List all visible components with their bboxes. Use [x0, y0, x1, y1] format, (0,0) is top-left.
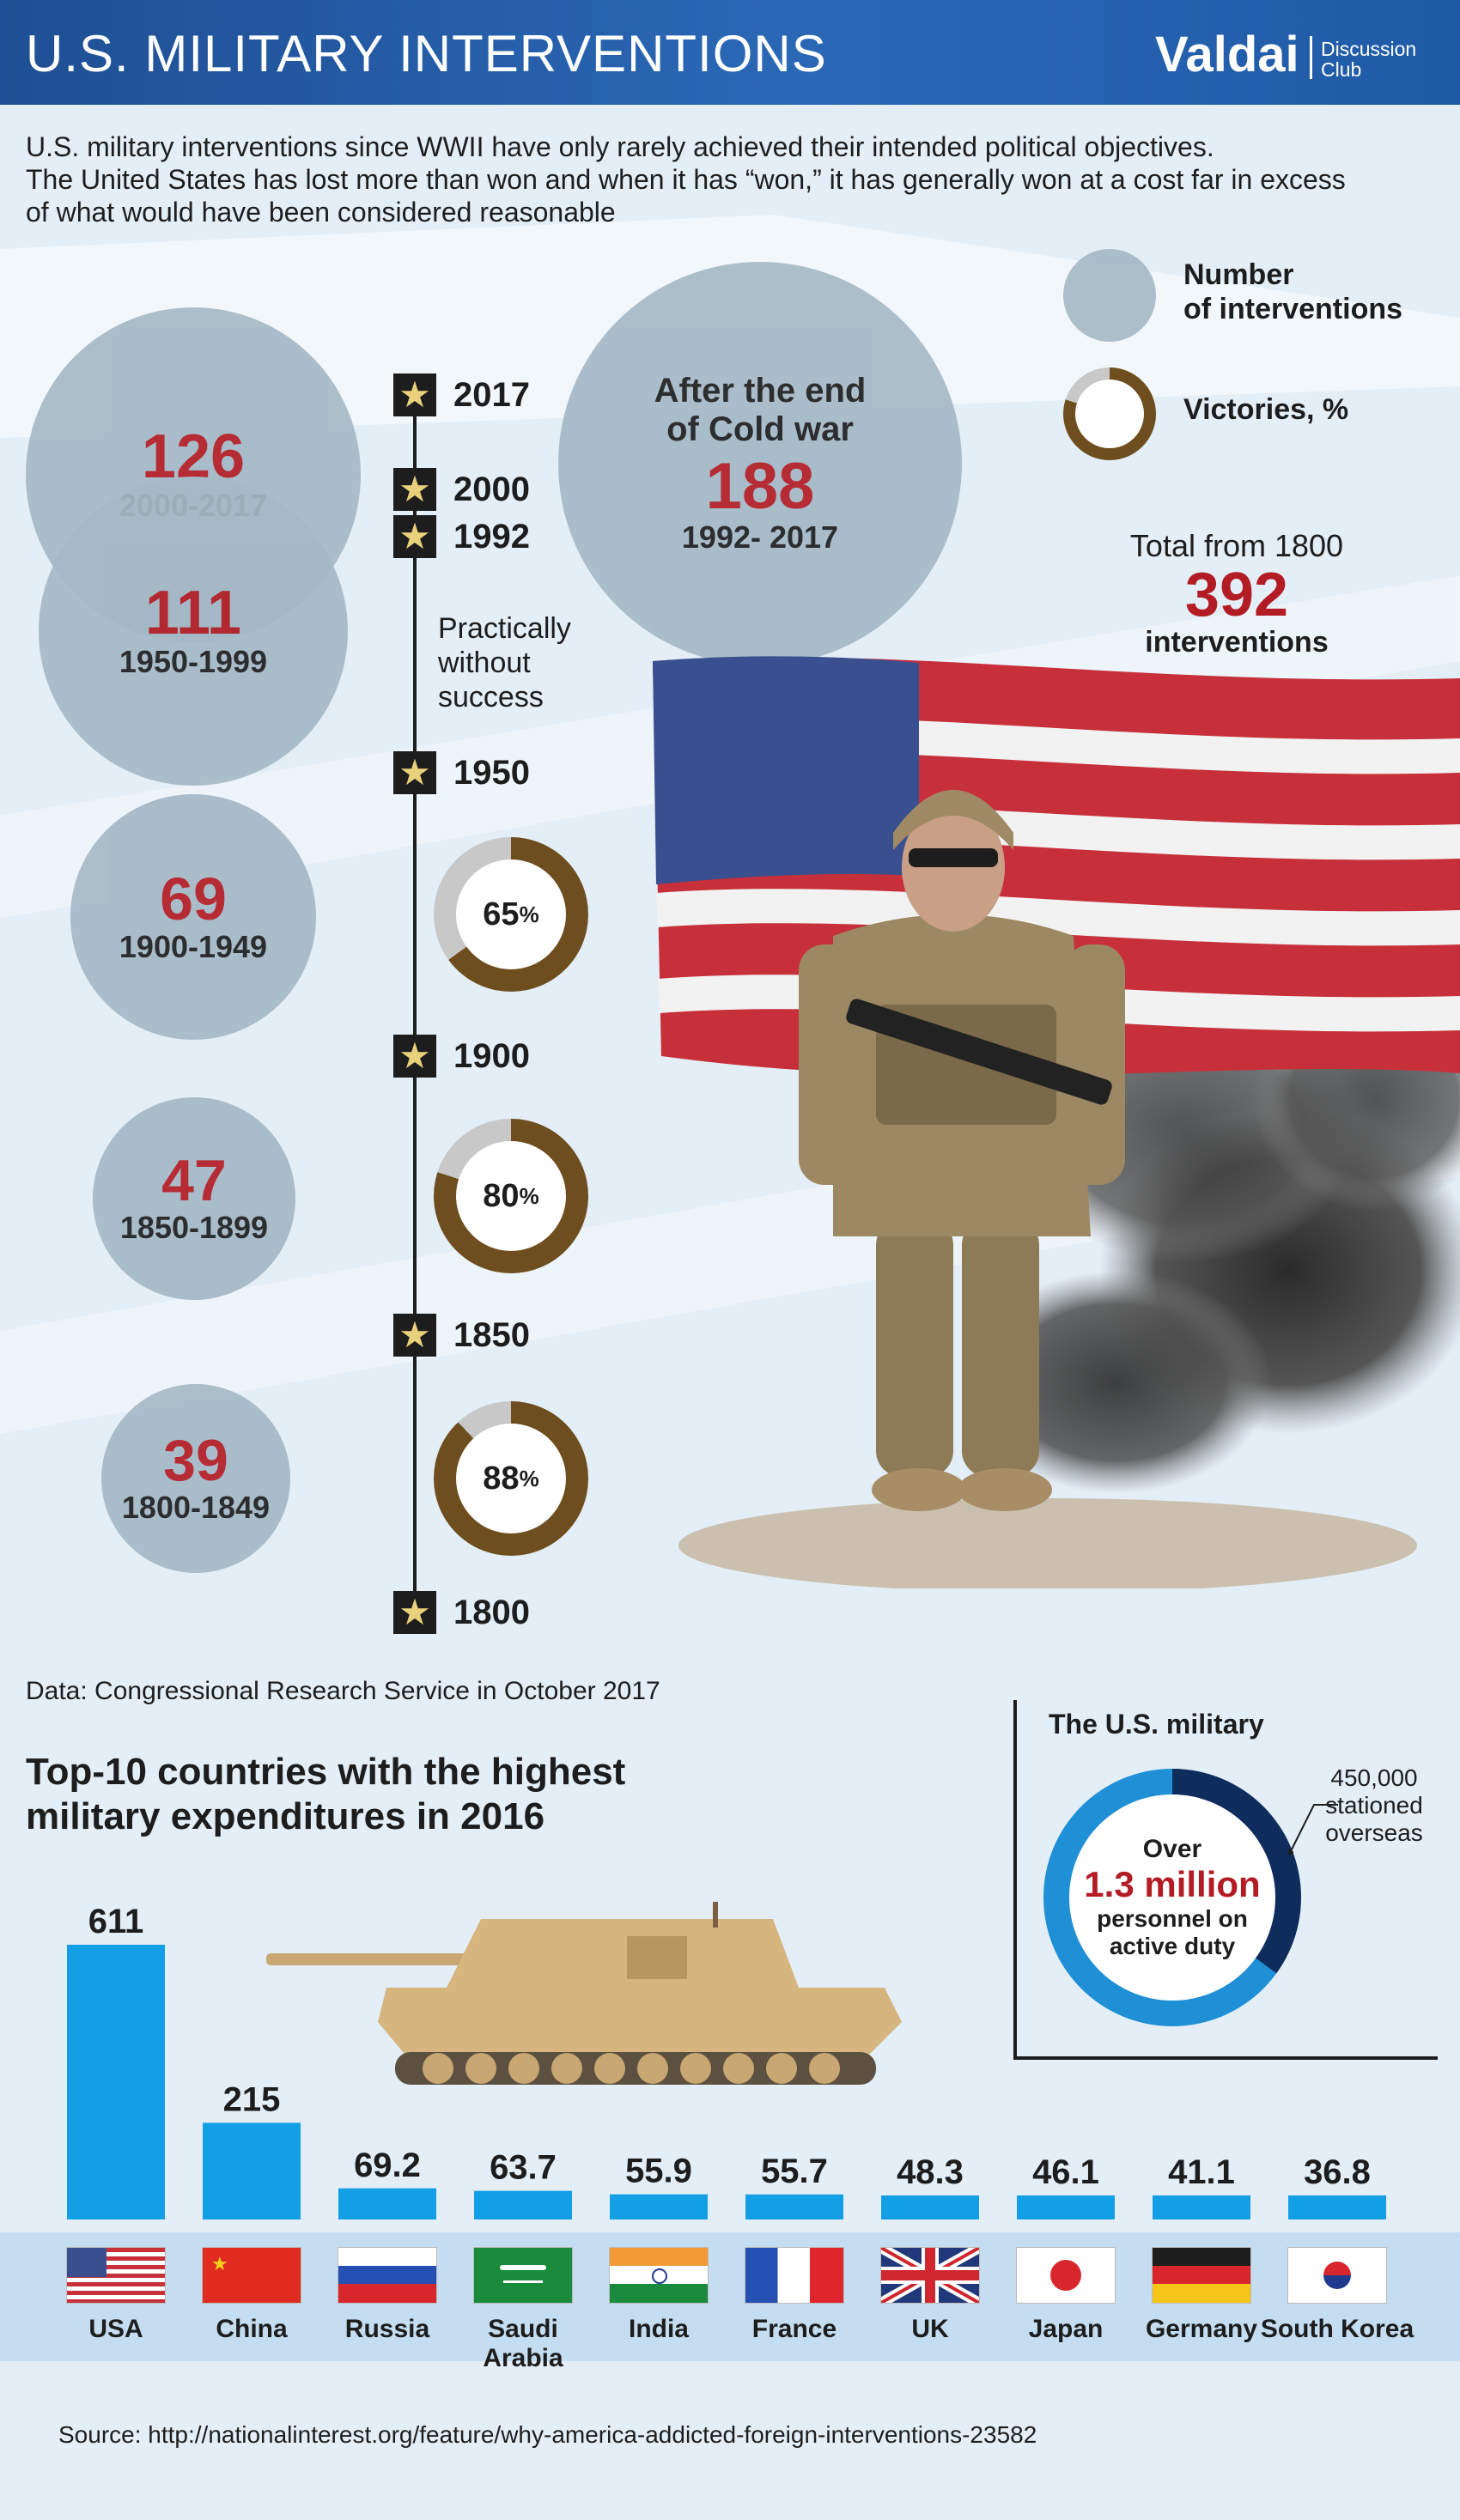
timeline-note: Practically without success	[438, 611, 571, 714]
star-icon: ★	[393, 515, 436, 558]
period-circle-1950-1999: 111 1950-1999	[39, 477, 348, 786]
china-flag-icon: ★	[203, 2248, 301, 2303]
bar-saudi-arabia	[474, 2190, 572, 2219]
uk-flag-icon	[881, 2248, 979, 2303]
russia-flag-icon	[338, 2248, 436, 2303]
bar-france	[745, 2194, 843, 2219]
header-banner	[0, 0, 1460, 105]
bar-value-label: 611	[88, 1903, 144, 1940]
bar-value-label: 215	[223, 2080, 281, 2118]
logo-divider	[1310, 36, 1312, 79]
bar-japan	[1017, 2195, 1115, 2219]
expenditure-bar-chart: 611 215 69.2 63.7 55.9 55.7 48.3 46.1 41.1 36.8	[67, 1903, 1386, 2219]
legend-number-circle	[1063, 249, 1156, 342]
victory-donut-1900-1949: 65%	[434, 837, 588, 992]
expenditures-title: Top-10 countries with the highest milita…	[26, 1751, 626, 1837]
timeline-year-1900: ★ 1900	[393, 1035, 530, 1078]
country-label-france: France	[751, 2315, 837, 2343]
bar-china	[203, 2122, 301, 2219]
south-korea-flag-icon	[1288, 2248, 1386, 2303]
bar-south-korea	[1288, 2195, 1386, 2219]
timeline-year-1800: ★ 1800	[393, 1591, 530, 1634]
intro-text: U.S. military interventions since WWII h…	[26, 131, 1346, 228]
bar-value-label: 46.1	[1032, 2153, 1099, 2191]
data-source: Data: Congressional Research Service in …	[26, 1677, 660, 1705]
bar-india	[610, 2194, 708, 2219]
legend-number-label: Number of interventions	[1183, 258, 1403, 325]
victory-donut-1800-1849: 88%	[434, 1401, 588, 1556]
bar-value-label: 55.7	[761, 2153, 828, 2190]
overseas-leader-line	[1288, 1804, 1338, 1855]
timeline-year-1950: ★ 1950	[393, 751, 530, 794]
us-military-panel	[1013, 1700, 1438, 2060]
japan-flag-icon	[1017, 2248, 1115, 2303]
bar-germany	[1153, 2195, 1250, 2219]
period-circle-1900-1949: 69 1900-1949	[70, 794, 316, 1040]
tank-illustration	[266, 1902, 902, 2085]
timeline-year-1850: ★ 1850	[393, 1314, 530, 1357]
country-label-saudi-arabia: Saudi Arabia	[483, 2315, 563, 2372]
bar-uk	[881, 2195, 979, 2219]
period-circle-1850-1899: 47 1850-1899	[93, 1097, 295, 1300]
country-label-india: India	[628, 2315, 689, 2343]
timeline-year-1992: ★ 1992	[393, 515, 530, 558]
star-icon: ★	[393, 751, 436, 794]
page-title: U.S. MILITARY INTERVENTIONS	[26, 25, 827, 82]
cold-war-circle: After the end of Cold war 188 1992- 2017	[558, 262, 962, 665]
victory-donut-1850-1899: 80%	[434, 1119, 588, 1273]
overseas-label: 450,000 stationed overseas	[1325, 1764, 1423, 1846]
india-flag-icon	[610, 2248, 708, 2303]
bar-value-label: 55.9	[625, 2153, 692, 2190]
bar-value-label: 63.7	[490, 2149, 557, 2187]
bar-value-label: 41.1	[1168, 2153, 1235, 2191]
bar-value-label: 36.8	[1304, 2153, 1371, 2191]
star-icon: ★	[393, 1035, 436, 1078]
star-icon: ★	[393, 468, 436, 511]
period-circle-1800-1849: 39 1800-1849	[101, 1384, 290, 1573]
country-label-germany: Germany	[1145, 2315, 1258, 2343]
source-link[interactable]: Source: http://nationalinterest.org/feat…	[58, 2421, 1037, 2448]
personnel-ring-center: Over 1.3 million personnel on active dut…	[1069, 1794, 1275, 2001]
country-label-russia: Russia	[344, 2315, 430, 2343]
timeline-year-2000: ★ 2000	[393, 468, 530, 511]
saudi-arabia-flag-icon	[474, 2248, 572, 2303]
logo-subtitle: Discussion Club	[1321, 38, 1417, 81]
soldier-flag-illustration	[653, 656, 1460, 1588]
legend-victories-ring	[1063, 367, 1156, 460]
country-label-uk: UK	[911, 2315, 949, 2343]
france-flag-icon	[745, 2248, 843, 2303]
star-icon: ★	[393, 373, 436, 416]
bar-russia	[338, 2188, 436, 2219]
country-label-china: China	[216, 2315, 288, 2343]
country-label-usa: USA	[88, 2315, 143, 2343]
star-icon: ★	[393, 1591, 436, 1634]
soldier	[799, 790, 1125, 1511]
timeline-year-2017: ★ 2017	[393, 373, 530, 416]
bar-value-label: 69.2	[354, 2147, 421, 2184]
star-icon: ★	[393, 1314, 436, 1357]
bar-value-label: 48.3	[897, 2153, 964, 2191]
legend-victories-label: Victories, %	[1183, 393, 1349, 426]
valdai-logo: Valdai	[1155, 27, 1299, 82]
bar-usa	[67, 1945, 165, 2219]
germany-flag-icon	[1153, 2248, 1250, 2303]
country-label-japan: Japan	[1028, 2315, 1104, 2343]
us-military-title: The U.S. military	[1043, 1709, 1269, 1740]
country-label-south-korea: South Korea	[1260, 2315, 1414, 2343]
usa-flag-icon	[67, 2248, 165, 2303]
country-flags: ★ USA China Russia Saudi Arabia India Fr…	[0, 2232, 1460, 2372]
timeline-line	[413, 395, 417, 1614]
personnel-ring: Over 1.3 million personnel on active dut…	[1043, 1769, 1301, 2026]
total-interventions: Total from 1800 392 interventions	[1129, 528, 1344, 659]
